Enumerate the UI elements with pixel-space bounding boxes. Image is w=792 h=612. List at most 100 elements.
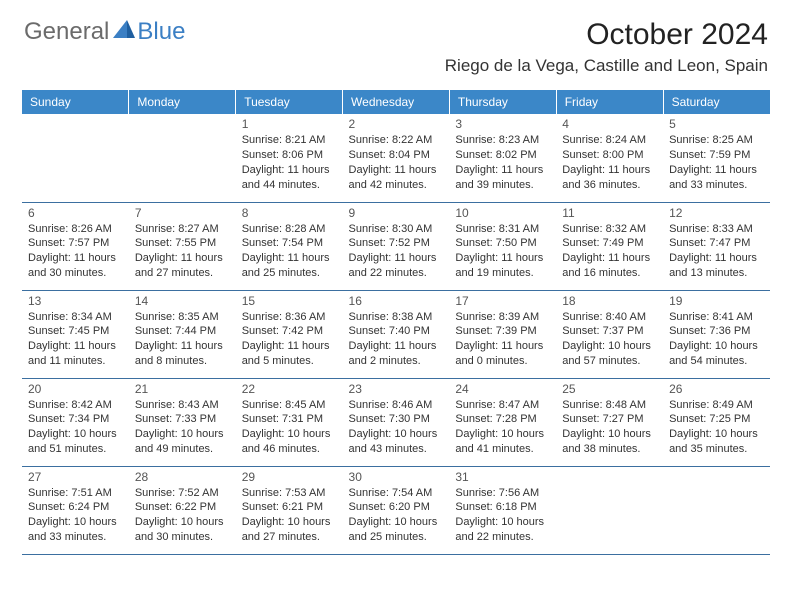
calendar-day-cell: 16 Sunrise: 8:38 AMSunset: 7:40 PMDayligh… [343, 290, 450, 378]
calendar-day-cell: 10Sunrise: 8:31 AMSunset: 7:50 PMDayligh… [449, 202, 556, 290]
weekday-header: Friday [556, 90, 663, 114]
day-details: Sunrise: 8:32 AMSunset: 7:49 PMDaylight:… [562, 222, 657, 281]
calendar-day-cell: 22 Sunrise: 8:45 AMSunset: 7:31 PMDayligh… [236, 378, 343, 466]
day-details: Sunrise: 8:35 AMSunset: 7:44 PMDaylight:… [135, 310, 230, 369]
day-number: 13 [28, 294, 123, 308]
day-number: 11 [562, 206, 657, 220]
day-number: 16 [349, 294, 444, 308]
calendar-day-cell: 29Sunrise: 7:53 AMSunset: 6:21 PMDayligh… [236, 466, 343, 554]
calendar-day-cell: 4Sunrise: 8:24 AMSunset: 8:00 PMDaylight… [556, 114, 663, 202]
weekday-header: Saturday [663, 90, 770, 114]
day-number: 8 [242, 206, 337, 220]
calendar-day-cell: 21 Sunrise: 8:43 AMSunset: 7:33 PMDayligh… [129, 378, 236, 466]
calendar-day-cell: 15 Sunrise: 8:36 AMSunset: 7:42 PMDayligh… [236, 290, 343, 378]
day-details: Sunrise: 8:33 AMSunset: 7:47 PMDaylight:… [669, 222, 764, 281]
calendar-week-row: 1 Sunrise: 8:21 AMSunset: 8:06 PMDaylight… [22, 114, 770, 202]
day-details: Sunrise: 8:28 AMSunset: 7:54 PMDaylight:… [242, 222, 337, 281]
day-number: 23 [349, 382, 444, 396]
day-number: 3 [455, 117, 550, 131]
calendar-day-cell: 5 Sunrise: 8:25 AMSunset: 7:59 PMDaylight… [663, 114, 770, 202]
day-details: Sunrise: 8:40 AMSunset: 7:37 PMDaylight:… [562, 310, 657, 369]
calendar-week-row: 6Sunrise: 8:26 AMSunset: 7:57 PMDaylight… [22, 202, 770, 290]
weekday-header: Monday [129, 90, 236, 114]
calendar-day-cell: 7 Sunrise: 8:27 AMSunset: 7:55 PMDaylight… [129, 202, 236, 290]
day-number: 20 [28, 382, 123, 396]
calendar-table: SundayMondayTuesdayWednesdayThursdayFrid… [22, 90, 770, 555]
day-details: Sunrise: 8:45 AMSunset: 7:31 PMDaylight:… [242, 398, 337, 457]
day-number: 22 [242, 382, 337, 396]
calendar-day-cell: 19 Sunrise: 8:41 AMSunset: 7:36 PMDayligh… [663, 290, 770, 378]
calendar-day-cell: 18 Sunrise: 8:40 AMSunset: 7:37 PMDayligh… [556, 290, 663, 378]
day-details: Sunrise: 8:34 AMSunset: 7:45 PMDaylight:… [28, 310, 123, 369]
title-block: October 2024 Riego de la Vega, Castille … [445, 18, 768, 76]
weekday-header: Thursday [449, 90, 556, 114]
calendar-day-cell: 12 Sunrise: 8:33 AMSunset: 7:47 PMDayligh… [663, 202, 770, 290]
calendar-day-cell: 2Sunrise: 8:22 AMSunset: 8:04 PMDaylight… [343, 114, 450, 202]
day-number: 30 [349, 470, 444, 484]
day-number: 14 [135, 294, 230, 308]
calendar-day-cell: 1 Sunrise: 8:21 AMSunset: 8:06 PMDaylight… [236, 114, 343, 202]
day-details: Sunrise: 8:36 AMSunset: 7:42 PMDaylight:… [242, 310, 337, 369]
day-details: Sunrise: 8:38 AMSunset: 7:40 PMDaylight:… [349, 310, 444, 369]
day-details: Sunrise: 8:41 AMSunset: 7:36 PMDaylight:… [669, 310, 764, 369]
day-details: Sunrise: 8:22 AMSunset: 8:04 PMDaylight:… [349, 133, 444, 192]
calendar-empty-cell [663, 466, 770, 554]
day-details: Sunrise: 8:39 AMSunset: 7:39 PMDaylight:… [455, 310, 550, 369]
calendar-day-cell: 8 Sunrise: 8:28 AMSunset: 7:54 PMDaylight… [236, 202, 343, 290]
weekday-header: Tuesday [236, 90, 343, 114]
calendar-day-cell: 31Sunrise: 7:56 AMSunset: 6:18 PMDayligh… [449, 466, 556, 554]
day-details: Sunrise: 8:47 AMSunset: 7:28 PMDaylight:… [455, 398, 550, 457]
day-details: Sunrise: 7:53 AMSunset: 6:21 PMDaylight:… [242, 486, 337, 545]
day-details: Sunrise: 8:43 AMSunset: 7:33 PMDaylight:… [135, 398, 230, 457]
calendar-day-cell: 24Sunrise: 8:47 AMSunset: 7:28 PMDayligh… [449, 378, 556, 466]
calendar-day-cell: 23 Sunrise: 8:46 AMSunset: 7:30 PMDayligh… [343, 378, 450, 466]
logo-text-blue: Blue [137, 18, 185, 46]
day-number: 4 [562, 117, 657, 131]
day-details: Sunrise: 8:21 AMSunset: 8:06 PMDaylight:… [242, 133, 337, 192]
calendar-body: 1 Sunrise: 8:21 AMSunset: 8:06 PMDaylight… [22, 114, 770, 554]
calendar-day-cell: 28Sunrise: 7:52 AMSunset: 6:22 PMDayligh… [129, 466, 236, 554]
day-details: Sunrise: 8:46 AMSunset: 7:30 PMDaylight:… [349, 398, 444, 457]
logo: General Blue [24, 18, 185, 46]
day-number: 1 [242, 117, 337, 131]
day-number: 31 [455, 470, 550, 484]
calendar-day-cell: 27Sunrise: 7:51 AMSunset: 6:24 PMDayligh… [22, 466, 129, 554]
day-number: 26 [669, 382, 764, 396]
calendar-empty-cell [22, 114, 129, 202]
day-number: 21 [135, 382, 230, 396]
calendar-day-cell: 26 Sunrise: 8:49 AMSunset: 7:25 PMDayligh… [663, 378, 770, 466]
day-number: 28 [135, 470, 230, 484]
day-number: 18 [562, 294, 657, 308]
header: General Blue October 2024 Riego de la Ve… [0, 0, 792, 80]
calendar-head: SundayMondayTuesdayWednesdayThursdayFrid… [22, 90, 770, 114]
day-number: 9 [349, 206, 444, 220]
day-number: 25 [562, 382, 657, 396]
day-number: 5 [669, 117, 764, 131]
day-number: 15 [242, 294, 337, 308]
day-details: Sunrise: 7:54 AMSunset: 6:20 PMDaylight:… [349, 486, 444, 545]
location-text: Riego de la Vega, Castille and Leon, Spa… [445, 56, 768, 76]
day-details: Sunrise: 8:42 AMSunset: 7:34 PMDaylight:… [28, 398, 123, 457]
day-details: Sunrise: 8:30 AMSunset: 7:52 PMDaylight:… [349, 222, 444, 281]
calendar-day-cell: 11 Sunrise: 8:32 AMSunset: 7:49 PMDayligh… [556, 202, 663, 290]
day-number: 7 [135, 206, 230, 220]
calendar-day-cell: 6Sunrise: 8:26 AMSunset: 7:57 PMDaylight… [22, 202, 129, 290]
calendar-empty-cell [556, 466, 663, 554]
weekday-row: SundayMondayTuesdayWednesdayThursdayFrid… [22, 90, 770, 114]
calendar-day-cell: 17 Sunrise: 8:39 AMSunset: 7:39 PMDayligh… [449, 290, 556, 378]
day-number: 12 [669, 206, 764, 220]
calendar-day-cell: 14 Sunrise: 8:35 AMSunset: 7:44 PMDayligh… [129, 290, 236, 378]
day-number: 19 [669, 294, 764, 308]
day-number: 6 [28, 206, 123, 220]
day-details: Sunrise: 8:31 AMSunset: 7:50 PMDaylight:… [455, 222, 550, 281]
day-details: Sunrise: 8:27 AMSunset: 7:55 PMDaylight:… [135, 222, 230, 281]
day-number: 17 [455, 294, 550, 308]
day-details: Sunrise: 8:23 AMSunset: 8:02 PMDaylight:… [455, 133, 550, 192]
calendar-week-row: 27Sunrise: 7:51 AMSunset: 6:24 PMDayligh… [22, 466, 770, 554]
day-details: Sunrise: 8:49 AMSunset: 7:25 PMDaylight:… [669, 398, 764, 457]
weekday-header: Wednesday [343, 90, 450, 114]
calendar-week-row: 20 Sunrise: 8:42 AMSunset: 7:34 PMDayligh… [22, 378, 770, 466]
day-details: Sunrise: 8:25 AMSunset: 7:59 PMDaylight:… [669, 133, 764, 192]
day-details: Sunrise: 8:48 AMSunset: 7:27 PMDaylight:… [562, 398, 657, 457]
triangle-icon [113, 20, 135, 45]
